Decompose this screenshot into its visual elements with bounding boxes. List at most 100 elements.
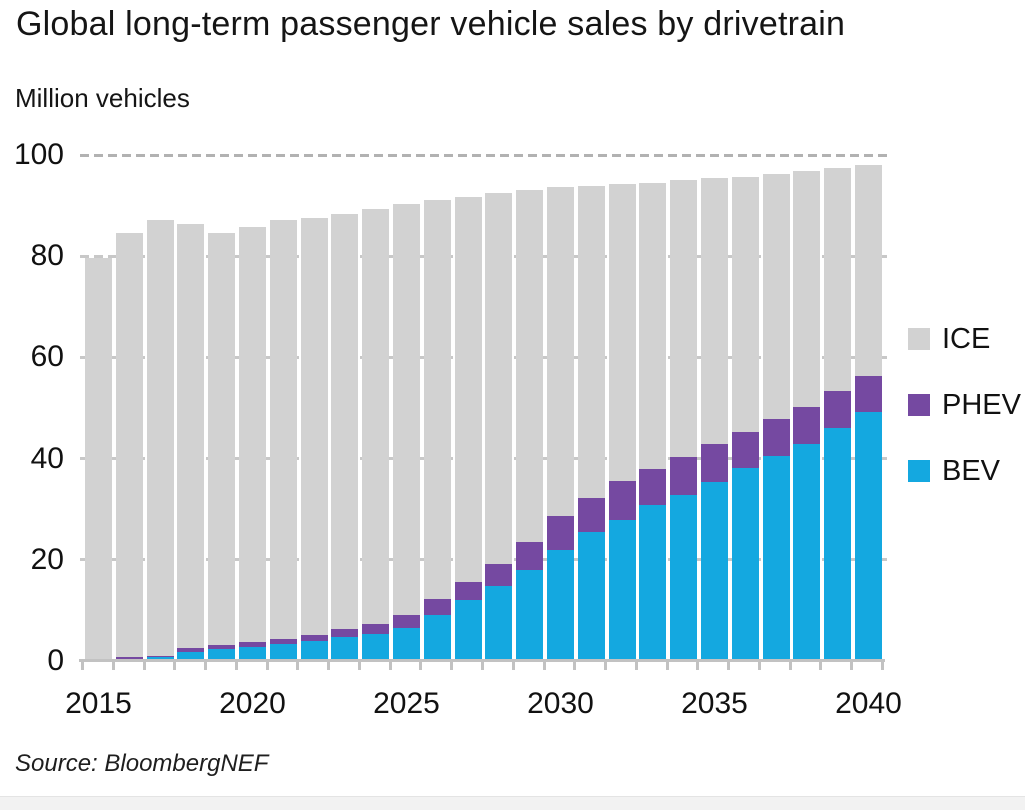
- x-axis-tick: [296, 661, 300, 670]
- bar-2020-ice-segment: [239, 226, 266, 642]
- bar-2036-phev-segment: [731, 431, 759, 468]
- bar-2029-ice-segment: [516, 189, 544, 542]
- source-note: Source: BloombergNEF: [15, 750, 269, 777]
- legend-swatch-phev: [908, 394, 930, 416]
- bar-2015-ice-segment: [85, 257, 112, 660]
- bar-2032-phev-segment: [608, 481, 636, 520]
- bar-2025: [393, 204, 420, 661]
- bottom-strip: [0, 796, 1025, 810]
- bar-2030-phev-segment: [547, 516, 574, 550]
- x-axis-tick: [757, 661, 761, 670]
- bar-2040-bev-segment: [855, 411, 882, 661]
- x-axis-tick: [81, 661, 84, 670]
- y-axis-tick-label-100: 100: [13, 138, 64, 171]
- bar-2016-phev-segment: [115, 657, 143, 660]
- x-axis-tick: [727, 661, 731, 670]
- bar-2025-bev-segment: [393, 627, 420, 661]
- bar-2021-bev-segment: [269, 644, 297, 661]
- bar-2019-bev-segment: [208, 649, 236, 661]
- bar-2020: [239, 226, 266, 661]
- x-axis-tick-label-2015: 2015: [65, 687, 132, 720]
- bar-2027-ice-segment: [454, 196, 482, 583]
- bar-2026: [423, 200, 451, 661]
- bar-2040-phev-segment: [855, 375, 882, 412]
- legend-label-phev: PHEV: [942, 389, 1021, 421]
- gridline-40: [80, 457, 890, 461]
- bar-2018-phev-segment: [177, 648, 205, 652]
- x-axis-tick: [542, 661, 546, 670]
- bar-2038: [793, 171, 821, 661]
- bar-2036-ice-segment: [731, 176, 759, 432]
- bar-2040-ice-segment: [855, 164, 882, 376]
- legend-item-phev: PHEV: [908, 389, 1021, 421]
- bar-2028-bev-segment: [485, 586, 513, 661]
- x-axis-tick-label-2030: 2030: [527, 687, 594, 720]
- bar-2018-ice-segment: [177, 223, 205, 649]
- bar-2033-ice-segment: [639, 182, 667, 469]
- y-axis-title: Million vehicles: [15, 83, 190, 113]
- bar-2021-phev-segment: [269, 638, 297, 645]
- legend-item-bev: BEV: [908, 457, 1000, 486]
- bar-2031: [577, 185, 605, 661]
- bar-2017-phev-segment: [146, 655, 174, 658]
- bar-2026-ice-segment: [423, 200, 451, 600]
- bar-2033: [639, 182, 667, 661]
- y-axis-tick-label-0: 0: [47, 644, 64, 677]
- bar-2039: [824, 167, 852, 661]
- bar-2030: [547, 186, 574, 661]
- x-axis-tick: [388, 661, 392, 670]
- gridline-100: [80, 153, 890, 157]
- x-axis-tick-label-2040: 2040: [835, 687, 902, 720]
- bar-2027-phev-segment: [454, 582, 482, 601]
- x-axis-tick: [419, 661, 423, 670]
- x-axis-tick: [511, 661, 515, 670]
- bar-2039-ice-segment: [824, 167, 852, 391]
- x-axis-tick: [450, 661, 454, 670]
- bar-2031-bev-segment: [577, 532, 605, 661]
- bar-2023-ice-segment: [331, 213, 359, 630]
- x-axis-tick: [881, 661, 884, 670]
- x-axis-tick: [819, 661, 823, 670]
- bar-2035-bev-segment: [701, 481, 728, 661]
- bar-2037-bev-segment: [762, 455, 790, 661]
- x-axis-tick: [604, 661, 608, 670]
- bar-2025-phev-segment: [393, 614, 420, 628]
- x-axis-tick: [234, 661, 238, 670]
- bar-2035-phev-segment: [701, 444, 728, 482]
- bar-2022-ice-segment: [300, 217, 328, 635]
- x-axis-tick: [111, 661, 115, 670]
- x-axis-tick: [173, 661, 177, 670]
- bar-2026-bev-segment: [423, 615, 451, 661]
- bar-2032: [608, 183, 636, 661]
- bar-2035: [701, 177, 728, 661]
- plot-area: [80, 153, 890, 661]
- bar-2038-ice-segment: [793, 171, 821, 407]
- x-axis-tick: [357, 661, 361, 670]
- bar-2033-bev-segment: [639, 505, 667, 661]
- bar-2035-ice-segment: [701, 177, 728, 445]
- page-title: Global long-term passenger vehicle sales…: [16, 5, 846, 43]
- bar-2017-ice-segment: [146, 219, 174, 656]
- legend-label-ice: ICE: [942, 323, 991, 355]
- x-axis-tick: [327, 661, 331, 670]
- bar-2034-ice-segment: [670, 180, 698, 458]
- bar-2031-ice-segment: [577, 185, 605, 498]
- x-axis-tick: [265, 661, 269, 670]
- x-axis-tick: [142, 661, 146, 670]
- bar-2037-ice-segment: [762, 174, 790, 420]
- bar-2038-bev-segment: [793, 444, 821, 661]
- bar-2028: [485, 193, 513, 661]
- bar-2027: [454, 196, 482, 661]
- gridline-60: [80, 355, 890, 359]
- x-axis-tick: [788, 661, 792, 670]
- x-axis-tick: [665, 661, 669, 670]
- bar-2021: [269, 219, 297, 661]
- bar-2036-bev-segment: [731, 467, 759, 661]
- bar-2017: [146, 219, 174, 661]
- bar-2022: [300, 217, 328, 661]
- bar-2018: [177, 223, 205, 661]
- y-axis-tick-label-20: 20: [30, 542, 64, 576]
- x-axis-tick-label-2035: 2035: [681, 687, 748, 720]
- y-axis-tick-label-60: 60: [30, 340, 64, 374]
- bar-2016: [115, 232, 143, 661]
